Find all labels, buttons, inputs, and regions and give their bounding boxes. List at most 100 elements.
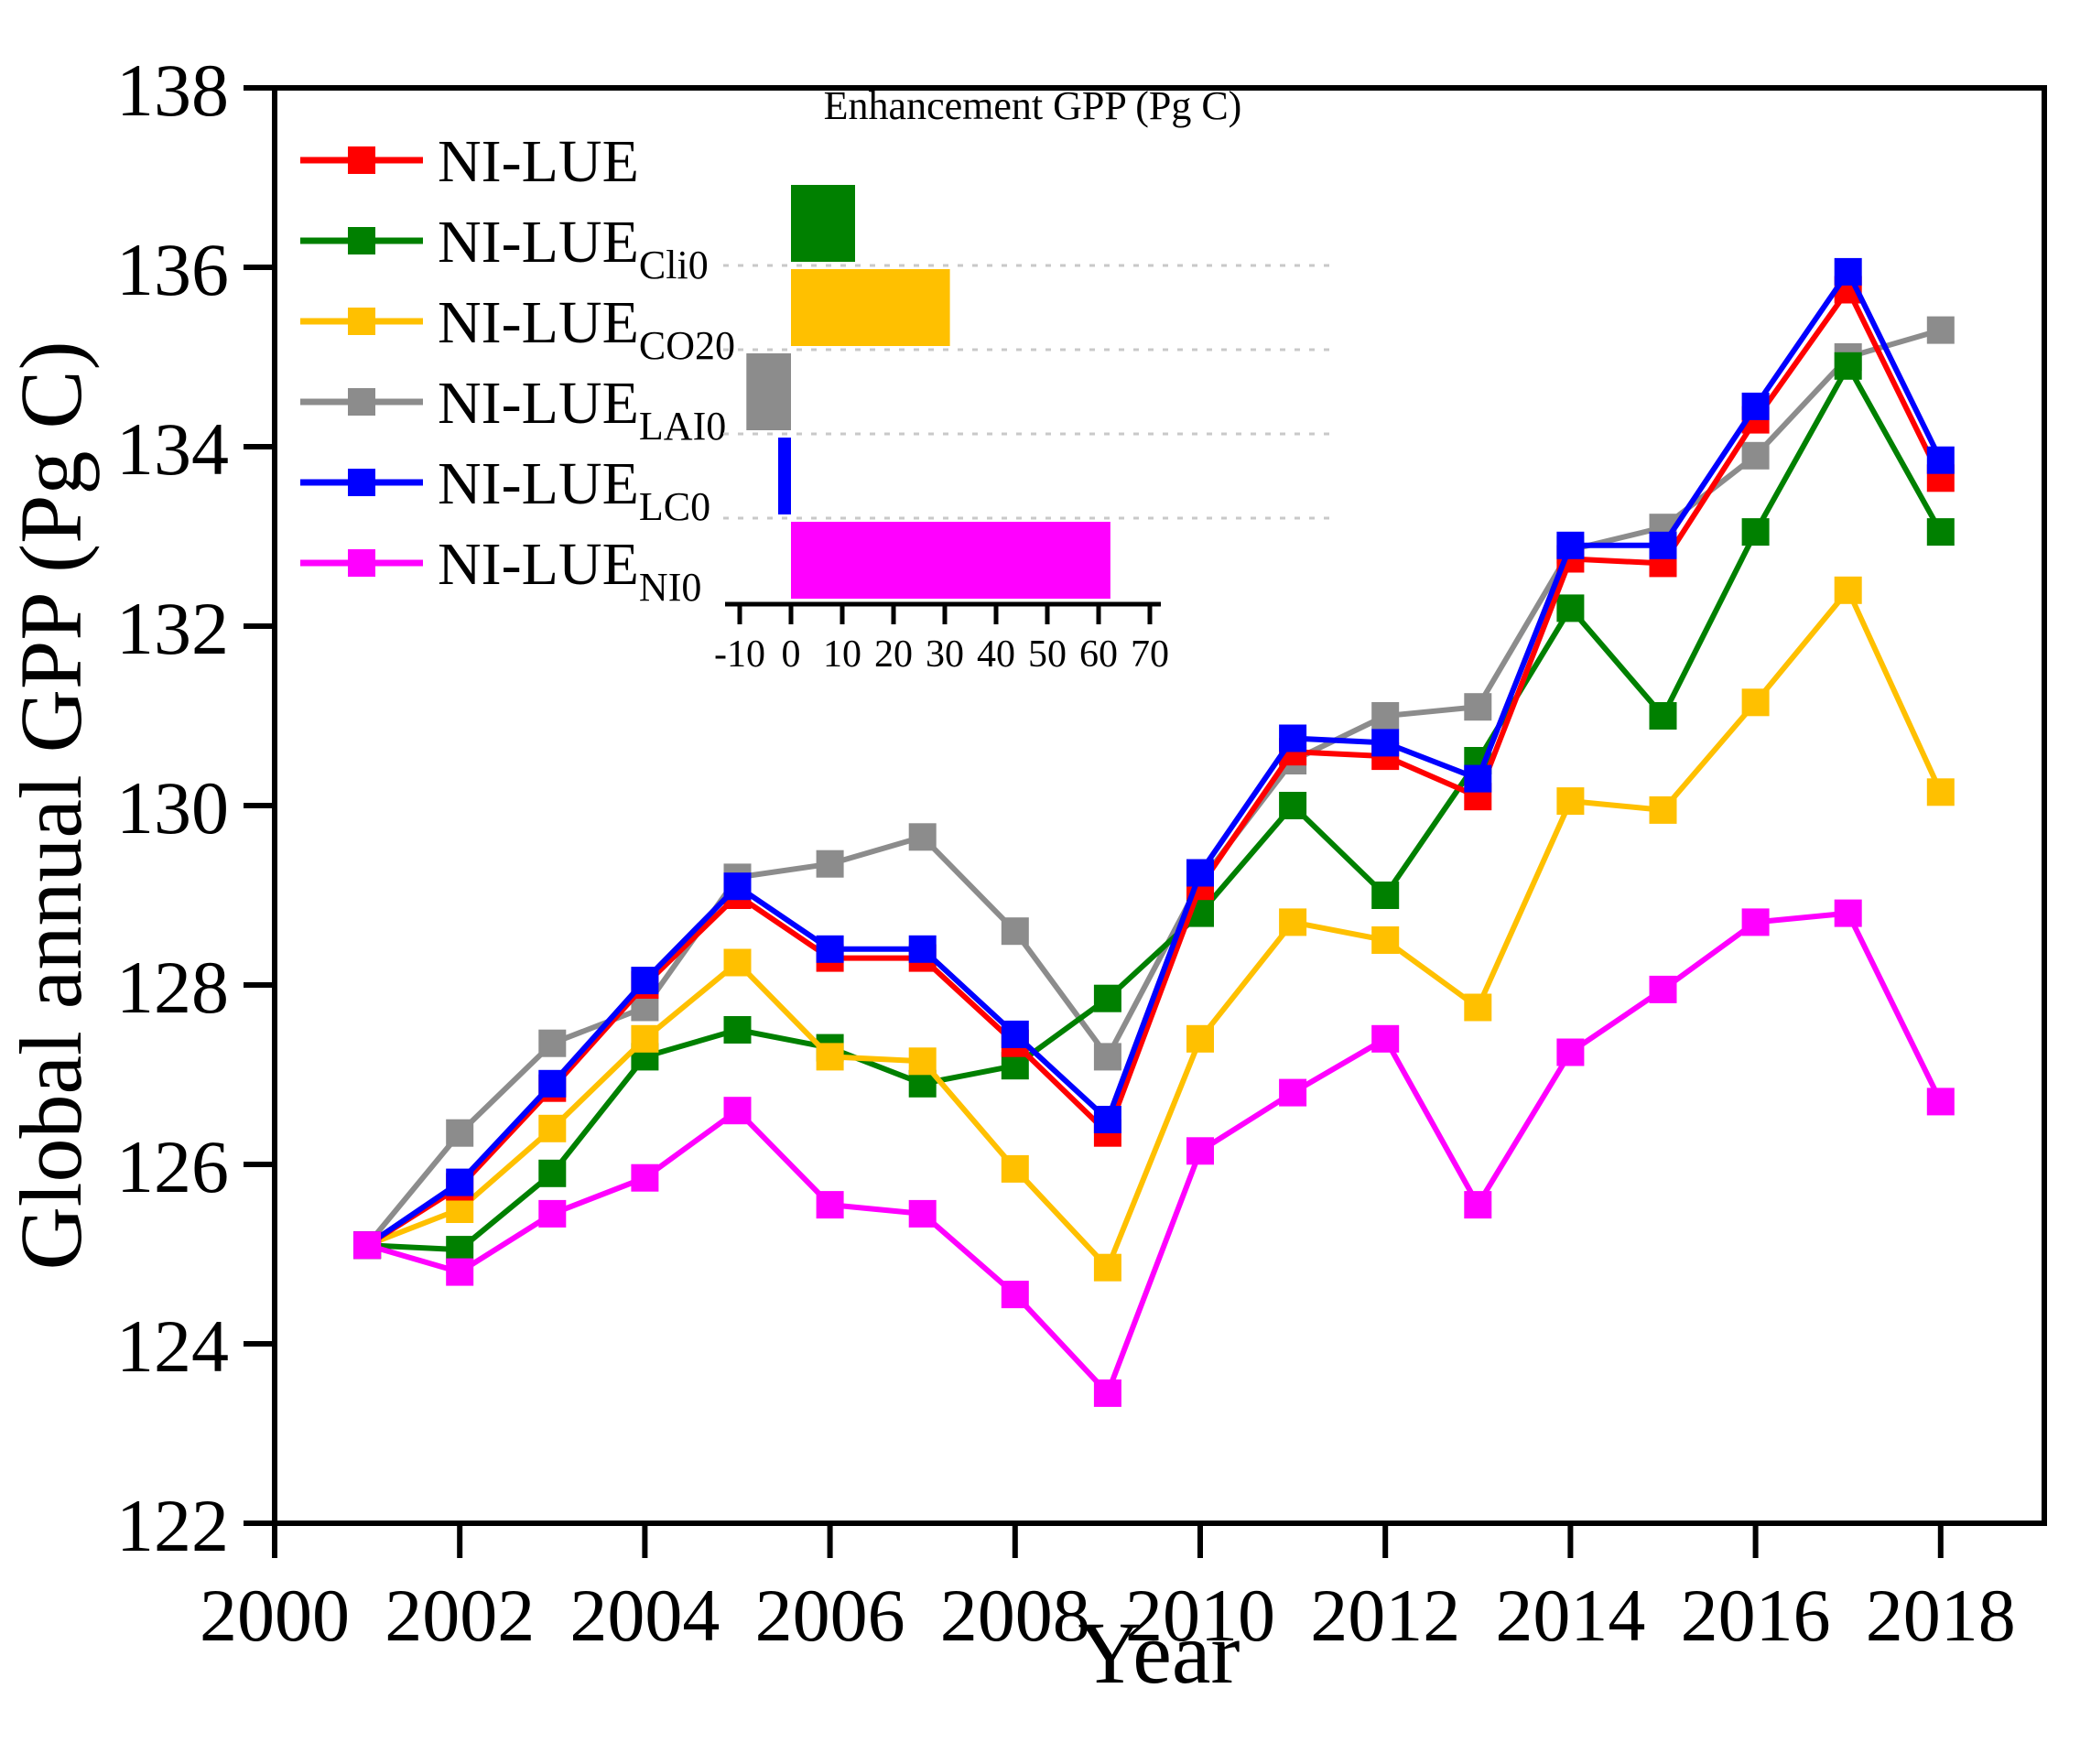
series-ni-lue-co20 — [353, 576, 1955, 1282]
x-tick-label: 2002 — [385, 1574, 535, 1657]
x-tick-label: 2000 — [200, 1574, 350, 1657]
y-tick-label: 138 — [116, 49, 229, 132]
legend-label: NI-LUECO20 — [438, 289, 735, 368]
data-point-marker — [538, 1029, 567, 1057]
data-point-marker — [1926, 1088, 1955, 1116]
data-point-marker — [1001, 917, 1029, 946]
y-tick-label: 128 — [116, 946, 229, 1029]
data-point-marker — [723, 1097, 752, 1125]
data-point-marker — [1741, 441, 1770, 470]
inset-bar-lai0 — [746, 353, 791, 430]
data-series — [353, 257, 1955, 1407]
data-point-marker — [446, 1168, 474, 1196]
x-axis-title: Year — [1078, 1604, 1240, 1702]
data-point-marker — [1371, 729, 1400, 757]
legend-marker-swatch — [348, 227, 375, 254]
data-point-marker — [723, 948, 752, 977]
y-axis-ticks: 122 124 126 128 130 132 134 136 138 — [116, 49, 275, 1567]
inset-bar-lc0 — [778, 438, 791, 514]
y-axis-title: Global annual GPP (Pg C) — [2, 341, 100, 1270]
data-point-marker — [1093, 1043, 1121, 1071]
data-point-marker — [908, 1199, 937, 1228]
legend-marker-swatch — [348, 146, 375, 174]
data-point-marker — [538, 1159, 567, 1187]
series-line-ni-lue-co20 — [366, 587, 1944, 1271]
data-point-marker — [1186, 859, 1214, 887]
y-tick-label: 124 — [116, 1304, 229, 1388]
legend-label: NI-LUELAI0 — [438, 370, 726, 449]
data-point-marker — [538, 1069, 567, 1098]
series-line-ni-lue-ni0 — [366, 910, 1944, 1396]
legend-marker-swatch — [348, 469, 375, 496]
data-point-marker — [1279, 792, 1307, 819]
data-point-marker — [1464, 764, 1492, 793]
data-point-marker — [538, 1114, 567, 1142]
data-point-marker — [723, 1016, 752, 1044]
y-tick-label: 134 — [116, 407, 229, 491]
y-tick-label: 132 — [116, 587, 229, 670]
data-point-marker — [1834, 352, 1862, 380]
data-point-marker — [816, 935, 844, 963]
x-axis-ticks: 2000 2002 2004 2006 2008 2010 2012 2014 2016 2018 — [200, 1523, 2016, 1657]
data-point-marker — [816, 1191, 844, 1219]
legend-item-ni-lue-ni0: NI-LUENI0 — [300, 531, 701, 610]
x-tick-label: 2006 — [755, 1574, 905, 1657]
data-point-marker — [1001, 1154, 1029, 1183]
data-point-marker — [446, 1258, 474, 1286]
x-tick-label: 2014 — [1495, 1574, 1645, 1657]
inset-bar-co20 — [791, 269, 950, 346]
data-point-marker — [1741, 688, 1770, 717]
x-tick-label: 2018 — [1866, 1574, 2016, 1657]
legend-item-ni-lue-lc0: NI-LUELC0 — [300, 450, 710, 529]
y-tick-label: 130 — [116, 766, 229, 850]
data-point-marker — [1649, 531, 1677, 559]
data-point-marker — [631, 1163, 659, 1192]
data-point-marker — [1186, 1024, 1214, 1053]
data-point-marker — [1556, 531, 1585, 559]
inset-x-tick-label: 60 — [1079, 633, 1118, 676]
data-point-marker — [1649, 975, 1677, 1003]
data-point-marker — [1649, 795, 1677, 824]
data-point-marker — [908, 935, 937, 963]
inset-x-tick-label: 0 — [782, 633, 801, 676]
legend-item-ni-lue: NI-LUE — [300, 128, 639, 195]
data-point-marker — [1371, 1024, 1400, 1053]
data-point-marker — [1926, 446, 1955, 474]
data-point-marker — [1741, 908, 1770, 936]
data-point-marker — [816, 850, 844, 878]
data-point-marker — [446, 1119, 474, 1147]
data-point-marker — [538, 1199, 567, 1228]
y-tick-label: 126 — [116, 1125, 229, 1208]
x-tick-label: 2004 — [569, 1574, 720, 1657]
y-tick-label: 136 — [116, 228, 229, 311]
data-point-marker — [1279, 1078, 1307, 1107]
data-point-marker — [1093, 1253, 1121, 1282]
series-line-ni-lue — [365, 287, 1944, 1248]
data-point-marker — [1186, 1137, 1214, 1165]
data-point-marker — [908, 823, 937, 851]
y-tick-label: 122 — [116, 1484, 229, 1567]
legend-marker-swatch — [348, 388, 375, 416]
data-point-marker — [1556, 1038, 1585, 1066]
inset-x-tick-label: 50 — [1028, 633, 1067, 676]
x-tick-label: 2016 — [1681, 1574, 1831, 1657]
data-point-marker — [1834, 257, 1862, 286]
data-point-marker — [1093, 984, 1121, 1012]
data-point-marker — [1279, 724, 1307, 752]
data-point-marker — [723, 872, 752, 901]
inset-x-tick-label: 20 — [874, 633, 913, 676]
data-point-marker — [1371, 926, 1400, 954]
data-point-marker — [908, 1047, 937, 1076]
data-point-marker — [1464, 1191, 1492, 1219]
data-point-marker — [1649, 702, 1677, 730]
data-point-marker — [1926, 316, 1955, 344]
legend-marker-swatch — [348, 549, 375, 577]
inset-bar-ni0 — [791, 522, 1110, 599]
legend-item-ni-lue-cli0: NI-LUECli0 — [300, 209, 709, 287]
inset-x-tick-label: 40 — [977, 633, 1015, 676]
x-tick-label: 2010 — [1125, 1574, 1275, 1657]
inset-bar-chart: -10 0 10 20 30 40 50 60 70 — [714, 185, 1335, 676]
data-point-marker — [1741, 518, 1770, 547]
inset-x-tick-label: 10 — [823, 633, 861, 676]
data-point-marker — [1741, 392, 1770, 420]
